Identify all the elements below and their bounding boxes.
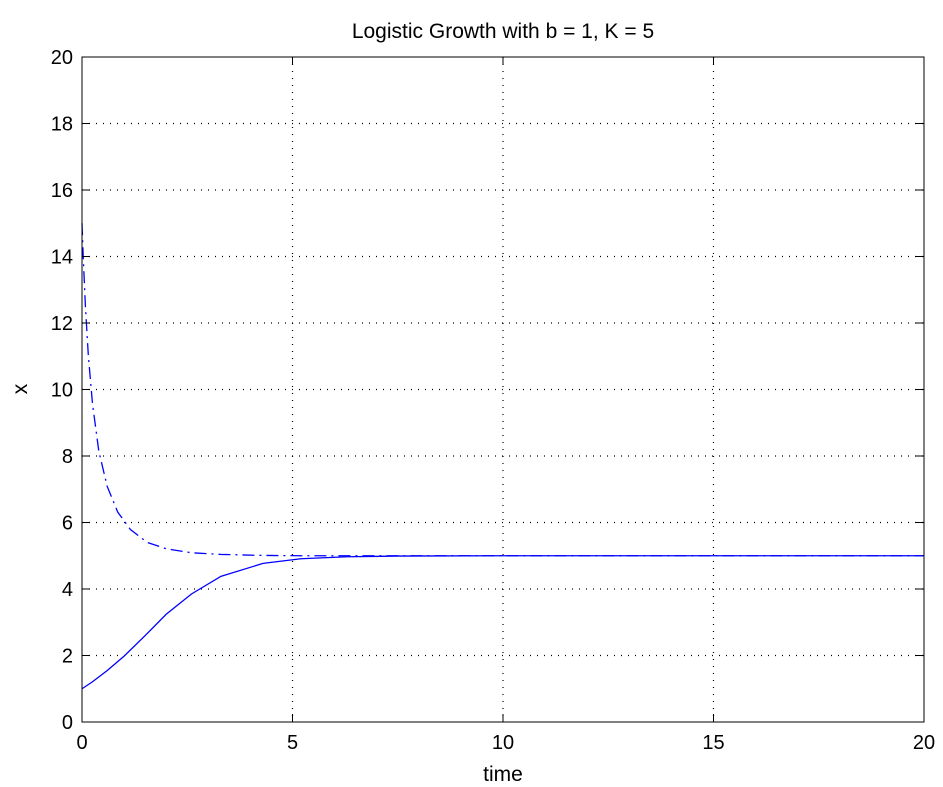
x-tick-label: 0 bbox=[76, 732, 87, 754]
y-tick-label: 20 bbox=[51, 47, 73, 69]
y-tick-label: 10 bbox=[51, 380, 73, 402]
y-tick-label: 6 bbox=[62, 513, 73, 535]
y-tick-label: 18 bbox=[51, 114, 73, 136]
axis-ticks: 0 5 10 15 20 0 2 4 6 8 10 12 14 16 18 20 bbox=[51, 47, 935, 754]
x-tick-label: 10 bbox=[492, 732, 514, 754]
x-axis-label: time bbox=[483, 763, 523, 786]
y-axis-label: x bbox=[9, 383, 32, 394]
x-tick-label: 15 bbox=[702, 732, 724, 754]
y-tick-label: 16 bbox=[51, 180, 73, 202]
x-tick-label: 20 bbox=[913, 732, 935, 754]
y-tick-label: 12 bbox=[51, 313, 73, 335]
series-line-dashdot bbox=[81, 223, 924, 557]
y-tick-label: 8 bbox=[62, 446, 73, 468]
y-tick-label: 2 bbox=[62, 646, 73, 668]
y-tick-label: 0 bbox=[62, 712, 73, 734]
y-tick-label: 14 bbox=[51, 247, 73, 269]
grid-lines bbox=[82, 57, 924, 722]
plot-series bbox=[81, 223, 924, 690]
y-tick-label: 4 bbox=[62, 579, 73, 601]
chart-title: Logistic Growth with b = 1, K = 5 bbox=[352, 20, 654, 43]
x-tick-label: 5 bbox=[287, 732, 298, 754]
